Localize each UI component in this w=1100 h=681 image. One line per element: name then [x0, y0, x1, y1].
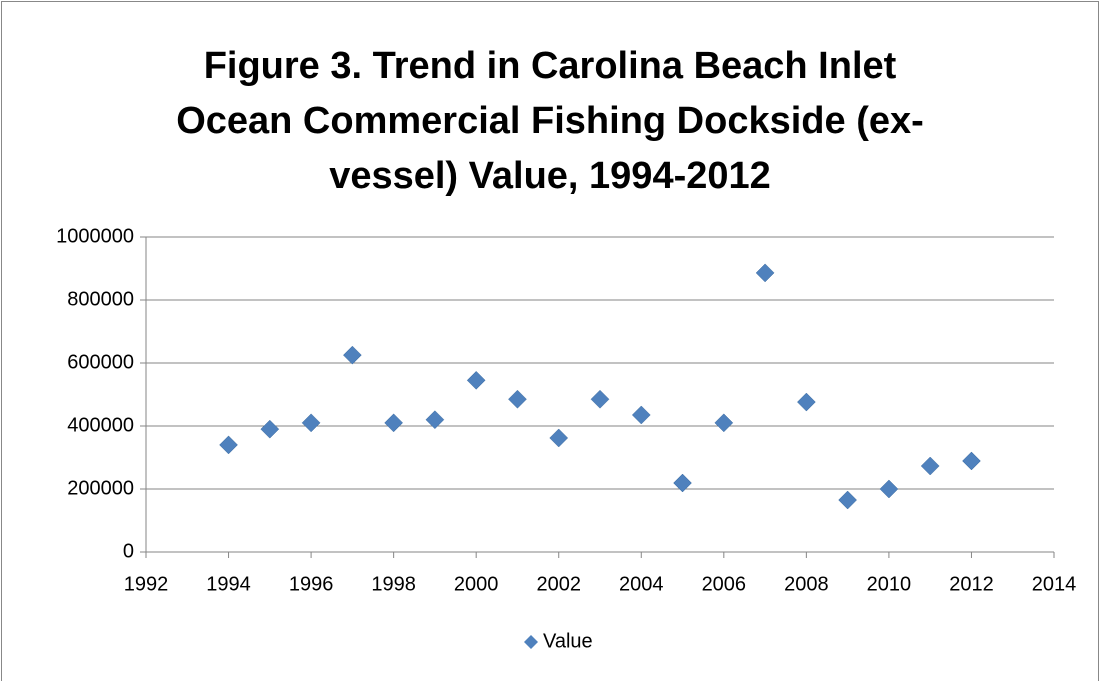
y-tick-label: 0 — [123, 540, 134, 562]
point — [714, 413, 734, 433]
x-tick-label: 1996 — [289, 573, 334, 595]
point — [301, 413, 321, 433]
legend-marker — [524, 635, 538, 649]
point — [838, 490, 857, 510]
point — [631, 405, 651, 425]
x-tick-label: 2014 — [1032, 573, 1077, 595]
point — [260, 419, 280, 439]
point — [466, 370, 486, 390]
x-tick-label: 2008 — [784, 573, 829, 595]
point — [219, 435, 238, 455]
chart-title: vessel) Value, 1994-2012 — [329, 155, 771, 197]
y-tick-label: 1000000 — [56, 225, 134, 247]
x-tick-label: 2010 — [867, 573, 912, 595]
x-tick-label: 2004 — [619, 573, 664, 595]
y-tick-label: 400000 — [67, 414, 134, 436]
point — [549, 428, 569, 448]
point — [508, 389, 527, 409]
y-tick-label: 800000 — [67, 288, 134, 310]
y-tick-label: 200000 — [67, 477, 134, 499]
x-tick-label: 1994 — [206, 573, 251, 595]
x-tick-label: 2000 — [454, 573, 499, 595]
point — [879, 479, 899, 499]
x-tick-label: 2012 — [949, 573, 994, 595]
point — [797, 392, 816, 412]
point — [755, 263, 775, 283]
chart-title: Figure 3. Trend in Carolina Beach Inlet — [204, 45, 897, 87]
point — [920, 456, 940, 476]
point — [673, 473, 692, 493]
x-tick-label: 2006 — [702, 573, 747, 595]
x-tick-label: 2002 — [536, 573, 581, 595]
point — [343, 345, 362, 365]
point — [384, 413, 403, 433]
y-tick-label: 600000 — [67, 351, 134, 373]
chart-title: Ocean Commercial Fishing Dockside (ex- — [176, 100, 924, 142]
x-tick-label: 1992 — [124, 573, 169, 595]
point — [590, 389, 610, 409]
x-tick-label: 1998 — [371, 573, 416, 595]
legend-label: Value — [543, 630, 593, 652]
point — [962, 451, 981, 471]
point — [425, 410, 445, 430]
